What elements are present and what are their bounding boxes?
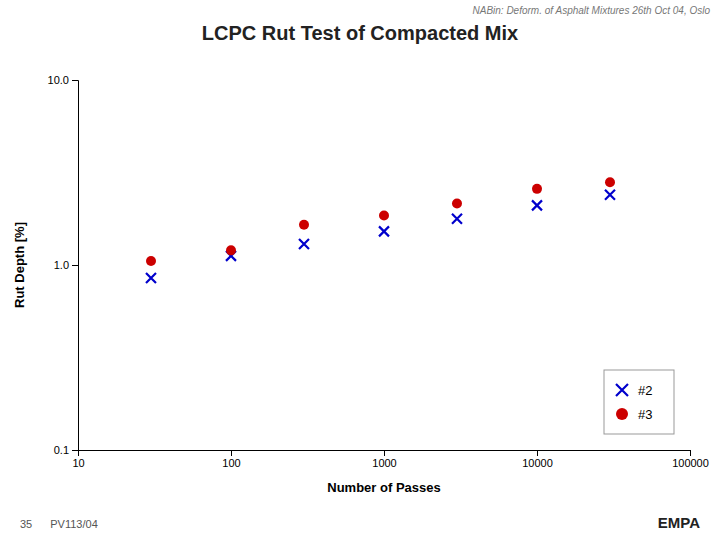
plot-area <box>146 177 615 283</box>
tick-label: 10 <box>72 457 84 469</box>
point-group <box>379 226 389 236</box>
point-group <box>379 211 389 221</box>
tick-mark <box>72 265 78 266</box>
tick-label: 10.0 <box>48 74 69 86</box>
point-group <box>299 220 309 230</box>
point <box>532 200 542 210</box>
x-axis: 10 100 1000 10000 100000 <box>72 450 708 469</box>
y-axis: 0.1 1.0 10.0 <box>48 74 79 456</box>
point-group <box>605 177 615 187</box>
series <box>146 177 615 266</box>
tick-mark <box>72 450 78 451</box>
point-group <box>146 256 156 266</box>
tick-mark <box>231 450 232 456</box>
tick-label: 10000 <box>522 457 553 469</box>
subtitle: NABin: Deform. of Asphalt Mixtures 26th … <box>473 5 711 16</box>
tick-label: 100000 <box>672 457 709 469</box>
tick: 1000 <box>372 450 396 469</box>
point <box>452 214 462 224</box>
point <box>532 184 542 194</box>
point <box>299 220 309 230</box>
point <box>379 226 389 236</box>
title: LCPC Rut Test of Compacted Mix <box>202 22 518 44</box>
legend-symbol <box>616 384 628 396</box>
annotation: PV113/04 <box>50 518 98 530</box>
tick: 100000 <box>672 450 709 469</box>
legend-box <box>604 370 674 434</box>
x-axis-title: Number of Passes <box>327 480 440 495</box>
tick: 10 <box>72 450 84 469</box>
point-group <box>532 200 542 210</box>
legend-symbol-group <box>616 384 628 396</box>
legend-label: #3 <box>638 407 652 422</box>
tick-mark <box>690 450 691 456</box>
legend-symbol-group <box>616 408 628 420</box>
point <box>146 273 156 283</box>
annotation: EMPA <box>658 514 700 531</box>
point-group <box>299 239 309 249</box>
tick-label: 100 <box>222 457 240 469</box>
point-group <box>146 273 156 283</box>
tick-label: 1000 <box>372 457 396 469</box>
point <box>452 198 462 208</box>
legend-item: #3 <box>616 407 652 422</box>
point-group <box>605 190 615 200</box>
series <box>146 190 615 283</box>
y-axis-title: Rut Depth [%] <box>12 222 27 308</box>
tick: 100 <box>222 450 240 469</box>
tick: 10000 <box>522 450 553 469</box>
point-group <box>452 214 462 224</box>
point <box>299 239 309 249</box>
tick-mark <box>72 80 78 81</box>
legend-symbol <box>616 408 628 420</box>
point <box>146 256 156 266</box>
legend: #2 #3 <box>604 370 674 434</box>
point <box>379 211 389 221</box>
point-group <box>226 245 236 255</box>
legend-item: #2 <box>616 383 652 398</box>
point <box>226 245 236 255</box>
legend-label: #2 <box>638 383 652 398</box>
chart: LCPC Rut Test of Compacted Mix NABin: Def… <box>0 0 720 540</box>
tick-label: 1.0 <box>54 259 69 271</box>
point <box>605 177 615 187</box>
point <box>605 190 615 200</box>
axis-line <box>72 81 79 451</box>
tick-mark <box>384 450 385 456</box>
tick-mark <box>537 450 538 456</box>
tick: 1.0 <box>54 259 78 271</box>
tick: 0.1 <box>54 444 78 456</box>
tick-label: 0.1 <box>54 444 69 456</box>
tick: 10.0 <box>48 74 78 86</box>
axis-line <box>79 451 691 457</box>
point-group <box>532 184 542 194</box>
annotation: 35 <box>20 518 32 530</box>
point-group <box>452 198 462 208</box>
